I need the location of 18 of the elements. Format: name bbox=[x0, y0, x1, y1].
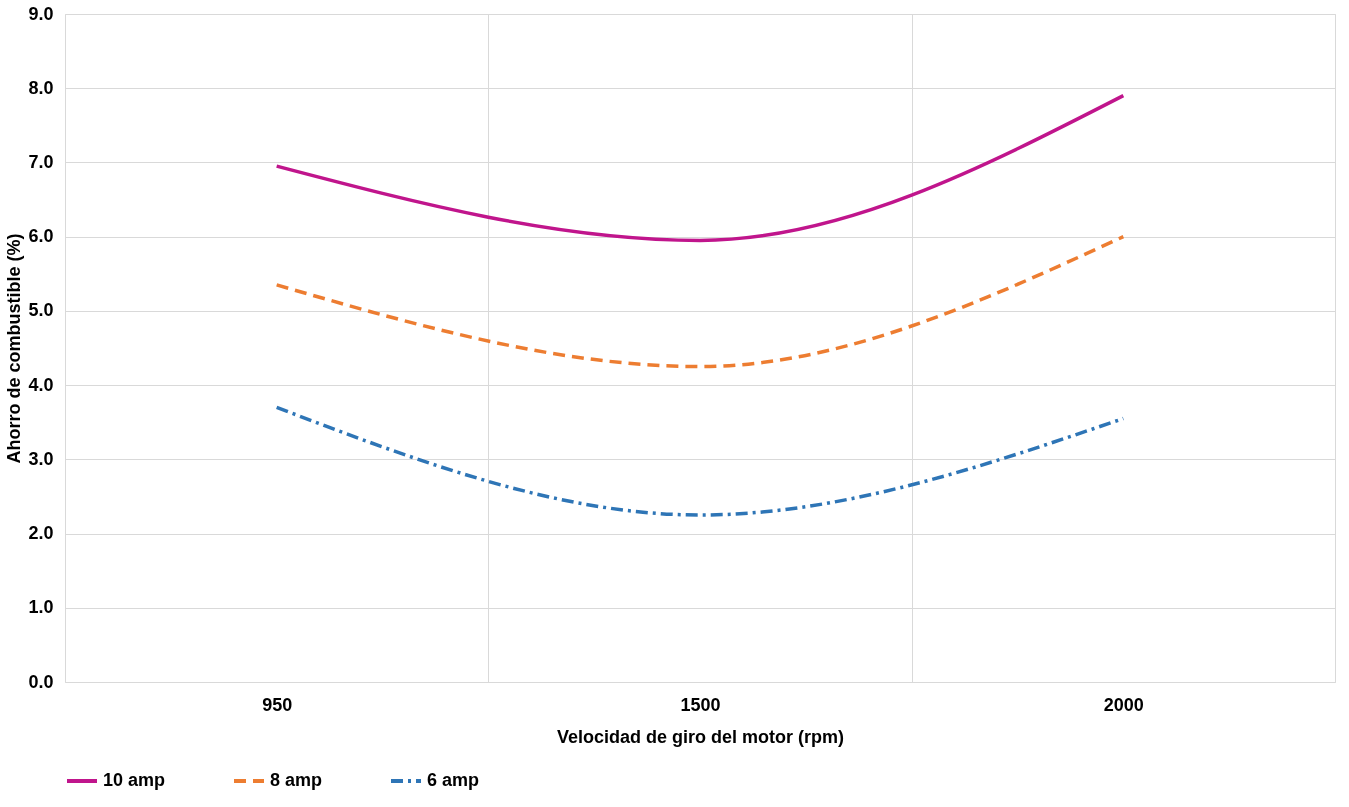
x-tick-label: 2000 bbox=[1103, 694, 1144, 715]
y-tick-label: 6.0 bbox=[28, 226, 54, 247]
y-tick-label: 3.0 bbox=[28, 448, 54, 469]
x-axis-title: Velocidad de giro del motor (rpm) bbox=[556, 726, 845, 747]
y-tick-label: 0.0 bbox=[28, 671, 54, 692]
x-tick-label: 1500 bbox=[680, 694, 721, 715]
x-tick-label: 950 bbox=[262, 694, 293, 715]
y-tick-label: 8.0 bbox=[28, 77, 54, 98]
y-tick-label: 7.0 bbox=[28, 151, 54, 172]
y-tick-label: 4.0 bbox=[28, 374, 54, 395]
y-axis-title: Ahorro de combustible (%) bbox=[4, 233, 25, 464]
y-tick-label: 2.0 bbox=[28, 523, 54, 544]
legend-label: 8 amp bbox=[270, 770, 323, 790]
legend-label: 10 amp bbox=[103, 770, 166, 790]
y-tick-label: 9.0 bbox=[28, 3, 54, 24]
legend-label: 6 amp bbox=[427, 770, 480, 790]
y-tick-label: 1.0 bbox=[28, 597, 54, 618]
y-tick-label: 5.0 bbox=[28, 300, 54, 321]
